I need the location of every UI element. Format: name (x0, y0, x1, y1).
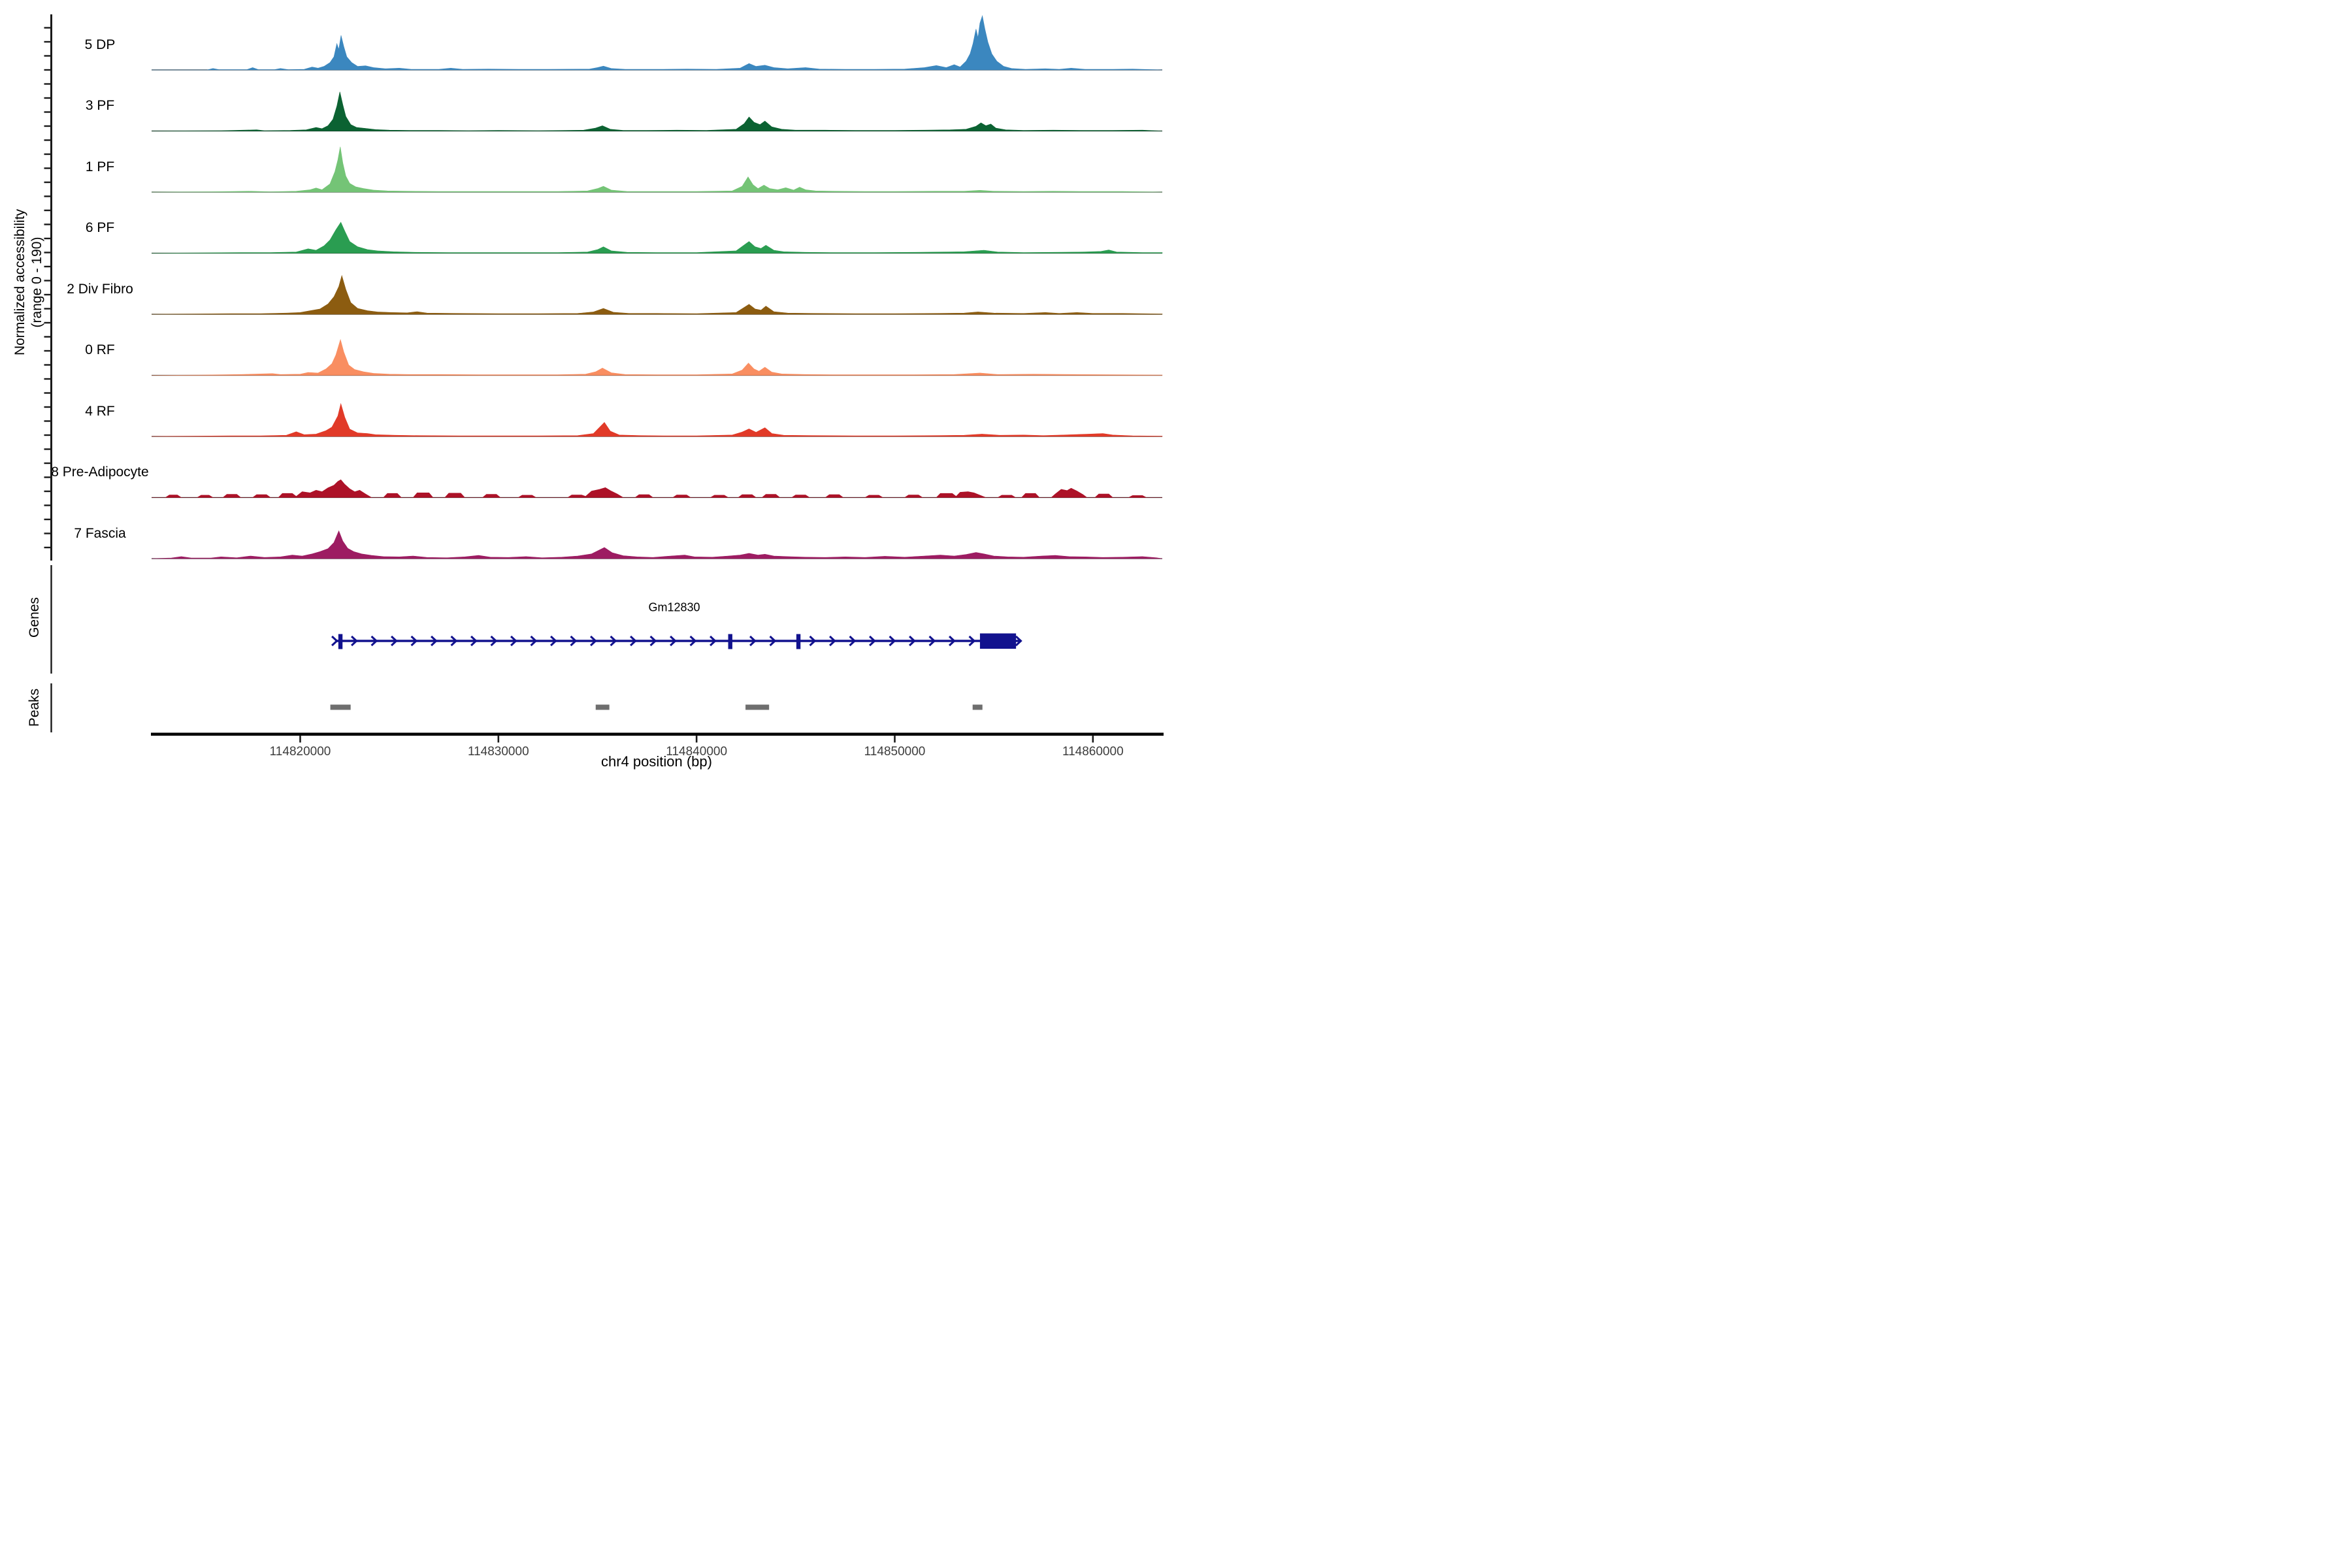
track-2-div-fibro (151, 274, 1163, 315)
peak-interval (330, 704, 351, 710)
exon-mark (728, 634, 732, 649)
strand-arrow-icon (710, 635, 717, 647)
track-7-fascia (151, 530, 1163, 559)
strand-arrow-icon (470, 635, 478, 647)
strand-arrow-icon (1015, 635, 1022, 647)
track-1-pf (151, 146, 1163, 193)
peak-interval (745, 704, 770, 710)
strand-arrow-icon (630, 635, 637, 647)
y-axis-spine (50, 14, 52, 561)
x-axis-line (151, 732, 1164, 736)
genes-panel (50, 565, 1022, 674)
track-8-pre-adipocyte (152, 479, 1162, 498)
strand-arrow-icon (610, 635, 617, 647)
genes-axis-spine (50, 565, 52, 674)
plot-canvas (44, 14, 1164, 743)
strand-arrow-icon (829, 635, 836, 647)
strand-arrow-icon (769, 635, 777, 647)
coverage-area (152, 479, 1162, 498)
strand-arrow-icon (909, 635, 916, 647)
coverage-area (151, 274, 1163, 315)
strand-arrow-icon (391, 635, 398, 647)
coverage-area (151, 530, 1163, 559)
coverage-area (151, 91, 1163, 131)
strand-arrow-icon (649, 635, 657, 647)
strand-arrow-icon (949, 635, 956, 647)
peak-interval (595, 704, 610, 710)
strand-arrow-icon (431, 635, 438, 647)
strand-arrow-icon (490, 635, 498, 647)
strand-arrow-icon (809, 635, 817, 647)
strand-arrow-icon (749, 635, 757, 647)
strand-arrow-icon (510, 635, 517, 647)
strand-arrow-icon (689, 635, 697, 647)
coverage-area (151, 146, 1163, 193)
strand-arrow-icon (331, 635, 338, 647)
accessibility-axis (44, 14, 52, 561)
strand-arrow-icon (530, 635, 538, 647)
track-0-rf (151, 338, 1163, 376)
track-3-pf (151, 91, 1163, 132)
strand-arrow-icon (968, 635, 976, 647)
terminal-exon-box (979, 633, 1017, 649)
x-axis (151, 732, 1164, 743)
strand-arrow-icon (869, 635, 876, 647)
strand-arrow-icon (550, 635, 557, 647)
track-4-rf (151, 402, 1163, 437)
strand-arrow-icon (570, 635, 578, 647)
strand-arrow-icon (889, 635, 896, 647)
exon-mark (338, 634, 343, 649)
coverage-area (151, 402, 1163, 437)
strand-arrow-icon (450, 635, 458, 647)
strand-arrow-icon (590, 635, 597, 647)
peaks-axis-spine (50, 683, 52, 732)
strand-arrow-icon (410, 635, 418, 647)
coverage-area (152, 15, 1163, 71)
strand-arrow-icon (351, 635, 358, 647)
strand-arrow-icon (928, 635, 936, 647)
peaks-panel (50, 683, 983, 732)
coverage-area (151, 221, 1163, 253)
coverage-area (151, 338, 1163, 376)
strand-arrow-icon (370, 635, 378, 647)
exon-mark (796, 634, 801, 649)
strand-arrow-icon (670, 635, 677, 647)
track-5-dp (152, 15, 1163, 71)
peak-interval (972, 704, 983, 710)
strand-arrow-icon (849, 635, 857, 647)
track-6-pf (151, 221, 1163, 254)
genome-coverage-figure: Normalized accessibility (range 0 - 190)… (0, 0, 1176, 784)
